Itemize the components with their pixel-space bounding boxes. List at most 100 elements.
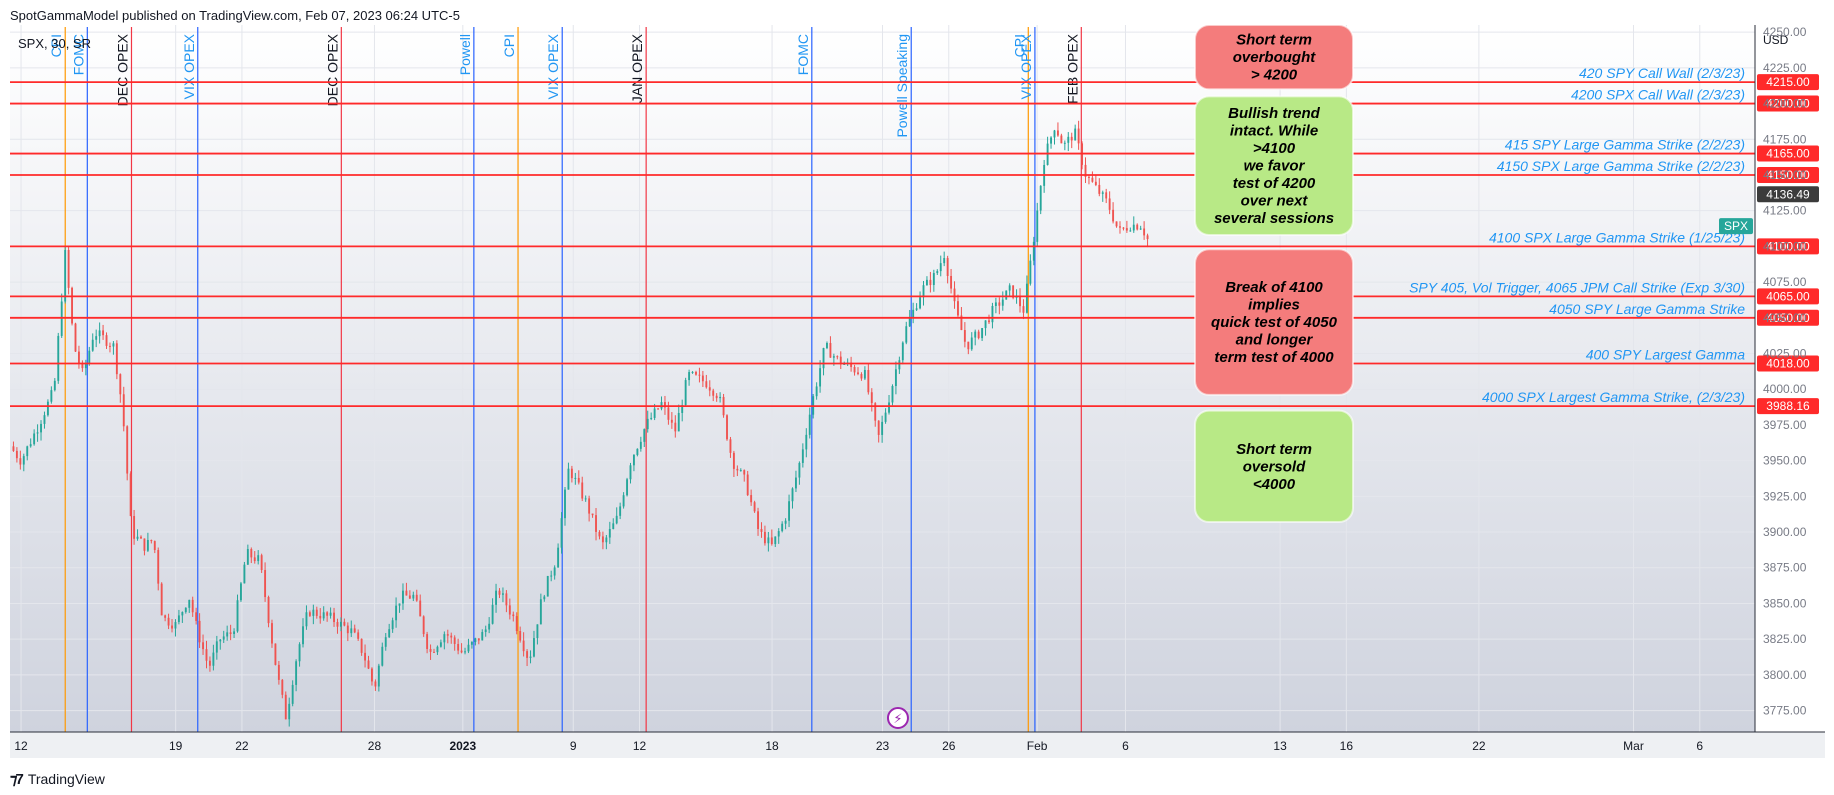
candle-body	[1074, 128, 1077, 141]
candle-body	[639, 441, 642, 449]
candle-body	[688, 372, 691, 381]
candle-body	[905, 326, 908, 343]
candle-body	[560, 518, 563, 548]
candle-body	[857, 372, 859, 375]
event-label: DEC OPEX	[324, 33, 340, 106]
candle-body	[436, 646, 439, 653]
candle-body	[57, 335, 60, 381]
candle-body	[770, 537, 773, 545]
candle-body	[295, 661, 298, 685]
y-tick-label: 4175.00	[1763, 132, 1807, 146]
candle-body	[219, 639, 222, 642]
candle-body	[636, 448, 639, 455]
candle-body	[95, 336, 98, 340]
y-tick-label: 4200.00	[1763, 97, 1807, 111]
candle-body	[805, 434, 808, 450]
candle-body	[657, 408, 660, 410]
candle-body	[336, 622, 339, 627]
candle-body	[533, 638, 535, 657]
candle-body	[795, 477, 797, 489]
y-tick-label: 3800.00	[1763, 668, 1807, 682]
x-tick-label: 12	[14, 739, 28, 753]
candle-body	[267, 597, 270, 624]
candle-body	[1084, 164, 1087, 177]
candle-body	[777, 531, 780, 537]
level-badge	[1757, 145, 1819, 162]
candle-body	[991, 305, 994, 323]
candle-body	[519, 631, 522, 641]
event-label: Powell	[457, 34, 473, 75]
candle-body	[488, 623, 491, 630]
y-tick-label: 3900.00	[1763, 525, 1807, 539]
candle-body	[50, 390, 53, 402]
candle-body	[33, 433, 36, 445]
currency-label: USD	[1763, 33, 1789, 47]
x-tick-label: 26	[942, 739, 956, 753]
level-label: 4000 SPX Largest Gamma Strike, (2/3/23)	[1482, 389, 1745, 405]
x-tick-label: 2023	[449, 739, 476, 753]
candle-body	[550, 575, 553, 577]
candle-body	[929, 279, 932, 286]
candle-body	[240, 583, 242, 601]
candle-body	[512, 614, 515, 617]
annotation-line: term test of 4000	[1214, 349, 1334, 366]
candle-body	[1108, 198, 1111, 210]
candle-body	[953, 288, 956, 302]
candle-body	[112, 343, 115, 347]
candle-body	[601, 536, 604, 543]
level-badge-value: 4215.00	[1766, 75, 1810, 89]
candle-body	[708, 387, 711, 391]
x-tick-label: 13	[1273, 739, 1287, 753]
brand-label: TradingView	[27, 771, 105, 787]
event-label: VIX OPEX	[1018, 33, 1034, 99]
annotation-line: several sessions	[1214, 210, 1334, 227]
candle-body	[357, 632, 360, 639]
x-tick-label: 22	[235, 739, 249, 753]
x-tick-label: 23	[876, 739, 890, 753]
x-tick-label: 12	[633, 739, 647, 753]
candle-body	[553, 567, 556, 576]
candle-body	[981, 328, 984, 339]
candle-body	[484, 629, 487, 633]
candle-body	[574, 477, 577, 479]
candle-body	[253, 557, 256, 562]
candle-body	[936, 271, 939, 274]
candle-body	[957, 301, 959, 316]
candle-body	[339, 621, 342, 627]
candle-body	[505, 593, 508, 606]
y-tick-label: 3950.00	[1763, 454, 1807, 468]
candle-body	[932, 273, 935, 286]
event-label: CPI	[501, 34, 517, 57]
candle-body	[388, 629, 391, 638]
candle-body	[271, 623, 273, 644]
candle-body	[570, 468, 573, 479]
candle-body	[377, 665, 380, 687]
candle-body	[264, 570, 267, 598]
level-badge	[1757, 238, 1819, 255]
symbol-legend[interactable]: SPX, 30, SR	[18, 36, 91, 51]
candle-body	[1101, 192, 1104, 194]
candle-body	[832, 356, 835, 358]
y-tick-label: 4000.00	[1763, 382, 1807, 396]
annotation-line: <4000	[1253, 476, 1296, 493]
level-label: SPY 405, Vol Trigger, 4065 JPM Call Stri…	[1409, 279, 1745, 295]
level-badge-value: 4165.00	[1766, 147, 1810, 161]
candle-body	[860, 374, 863, 379]
candle-body	[577, 477, 580, 483]
candle-body	[98, 330, 101, 337]
candle-body	[667, 407, 670, 420]
candle-body	[939, 263, 942, 272]
candle-body	[284, 694, 287, 720]
candle-body	[481, 632, 484, 641]
candle-body	[1032, 241, 1035, 261]
candle-body	[319, 615, 322, 619]
candle-body	[557, 547, 560, 568]
annotation-line: quick test of 4050	[1211, 314, 1338, 331]
annotation-line: over next	[1241, 193, 1309, 210]
event-lines: CPI FOMC DEC OPEX VIX OPEX DEC OPEX Powell CPI…	[48, 27, 1082, 732]
y-tick-label: 3775.00	[1763, 704, 1807, 718]
candle-body	[698, 374, 701, 376]
candle-body	[1112, 209, 1115, 222]
candle-body	[974, 331, 977, 338]
